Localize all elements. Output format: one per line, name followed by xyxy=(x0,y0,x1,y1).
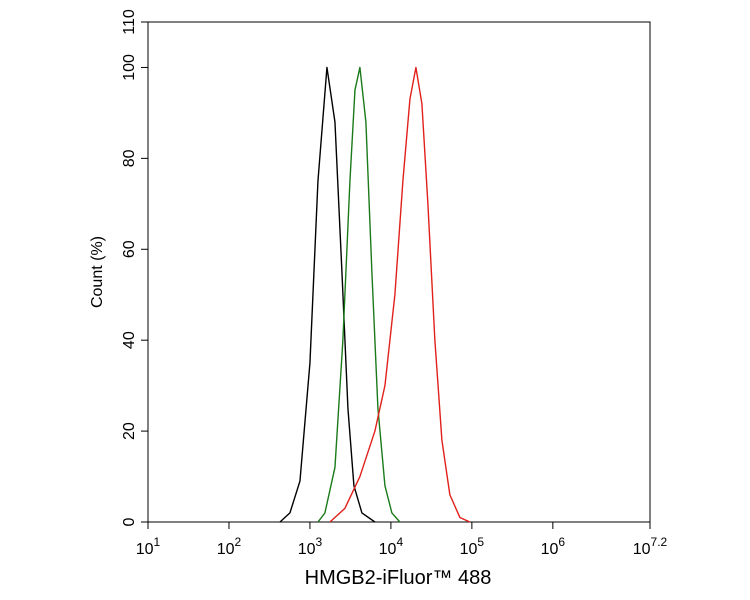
y-tick-label: 110 xyxy=(121,9,138,35)
x-tick-base: 10 xyxy=(217,541,235,558)
x-tick-base: 10 xyxy=(379,541,397,558)
x-tick-base: 10 xyxy=(460,541,478,558)
y-axis-label: Count (%) xyxy=(89,236,106,308)
y-tick-label: 80 xyxy=(121,149,138,167)
plot-frame xyxy=(147,21,651,523)
x-tick-label: 107.2 xyxy=(633,535,668,558)
x-tick-exp: 7.2 xyxy=(651,535,668,549)
x-tick-exp: 1 xyxy=(154,535,161,549)
x-tick-exp: 2 xyxy=(235,535,242,549)
series-line xyxy=(329,66,471,523)
x-tick-base: 10 xyxy=(633,541,651,558)
x-tick-exp: 3 xyxy=(315,535,322,549)
y-tick-label: 40 xyxy=(121,331,138,349)
y-tick-label: 100 xyxy=(121,54,138,81)
x-tick-exp: 4 xyxy=(396,535,403,549)
x-tick-label: 106 xyxy=(541,535,566,558)
y-tick-label: 60 xyxy=(121,240,138,258)
x-tick-label: 101 xyxy=(136,535,161,558)
x-tick-base: 10 xyxy=(298,541,316,558)
x-tick-label: 102 xyxy=(217,535,242,558)
y-tick-label: 20 xyxy=(121,422,138,440)
x-tick-base: 10 xyxy=(541,541,559,558)
x-tick-base: 10 xyxy=(136,541,154,558)
series-line xyxy=(279,66,376,523)
series-line xyxy=(317,66,401,523)
x-tick-label: 103 xyxy=(298,535,323,558)
x-axis-label: HMGB2-iFluor™ 488 xyxy=(305,567,492,589)
y-tick-label: 0 xyxy=(121,517,138,526)
x-tick-label: 105 xyxy=(460,535,485,558)
x-tick-exp: 5 xyxy=(477,535,484,549)
x-tick-label: 104 xyxy=(379,535,404,558)
x-tick-exp: 6 xyxy=(558,535,565,549)
